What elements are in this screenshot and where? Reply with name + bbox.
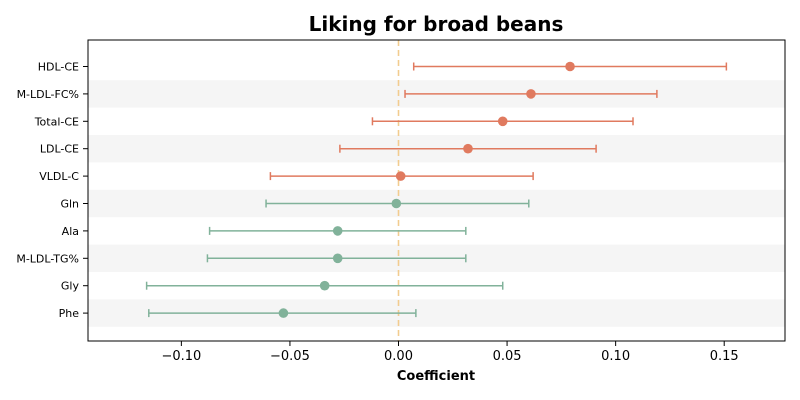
y-tick-label: Ala: [62, 225, 79, 238]
y-tick-label: Total-CE: [34, 115, 79, 128]
point-estimate: [278, 308, 289, 318]
estimate-gln: [265, 198, 530, 209]
estimate-ldl-ce: [339, 143, 597, 154]
estimate-total-ce: [371, 116, 634, 127]
x-tick-label: 0.05: [493, 349, 522, 364]
y-tick-label: VLDL-C: [39, 170, 79, 183]
x-tick-label: −0.10: [161, 349, 201, 364]
x-tick-label: 0.15: [710, 349, 739, 364]
x-axis-label: Coefficient: [397, 369, 475, 384]
y-tick-label: Phe: [59, 307, 80, 320]
point-estimate: [391, 198, 402, 209]
y-tick-label: M-LDL-TG%: [16, 252, 79, 265]
estimate-hdl-ce: [412, 61, 728, 72]
x-tick-label: −0.05: [270, 349, 310, 364]
y-tick-label: LDL-CE: [40, 143, 79, 156]
estimate-phe: [148, 308, 417, 318]
y-tick-label: Gly: [61, 280, 80, 293]
chart-title: Liking for broad beans: [309, 12, 564, 36]
y-tick-label: M-LDL-FC%: [17, 88, 79, 101]
point-estimate: [526, 89, 536, 99]
point-estimate: [565, 61, 575, 72]
data-marks: [145, 61, 728, 318]
estimate-ala: [208, 226, 467, 236]
point-estimate: [319, 280, 330, 291]
point-estimate: [497, 116, 508, 127]
x-tick-label: 0.10: [601, 349, 630, 364]
x-axis: −0.10 −0.05 0.00 0.05 0.10 0.15: [161, 341, 739, 364]
y-tick-label: Gln: [60, 198, 79, 211]
point-estimate: [332, 226, 343, 236]
point-estimate: [395, 171, 406, 181]
y-tick-label: HDL-CE: [38, 61, 79, 74]
point-estimate: [332, 253, 343, 264]
x-tick-label: 0.00: [384, 349, 413, 364]
plot-frame: [87, 39, 786, 342]
estimate-vldl-c: [269, 171, 534, 181]
estimate-m-ldl-fc-: [404, 89, 658, 99]
point-estimate: [463, 143, 473, 154]
estimate-gly: [145, 280, 504, 291]
estimate-m-ldl-tg-: [206, 253, 467, 264]
y-axis: HDL-CE M-LDL-FC% Total-CE LDL-CE VLDL-C Gln Al…: [16, 61, 88, 320]
